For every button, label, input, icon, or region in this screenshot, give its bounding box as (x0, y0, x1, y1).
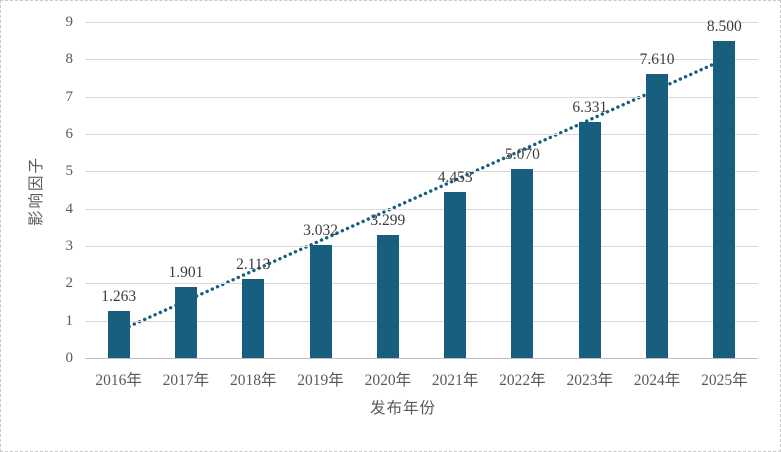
x-tick-label: 2025年 (701, 372, 748, 389)
y-tick-label: 4 (65, 200, 74, 217)
bar (107, 310, 130, 358)
gridline (85, 283, 758, 285)
gridline (85, 22, 758, 23)
bar-value-label: 8.500 (706, 17, 742, 35)
bar (578, 121, 601, 358)
x-tick-label: 2023年 (566, 372, 613, 389)
bar-value-label: 3.032 (303, 221, 338, 239)
y-tick-label: 0 (65, 350, 74, 366)
x-axis-title: 发布年份 (369, 400, 436, 417)
bar (713, 40, 736, 358)
y-tick-label: 8 (65, 51, 74, 68)
bar (444, 191, 467, 358)
y-tick-label: 3 (65, 238, 74, 254)
bar (309, 244, 332, 358)
x-axis-line (85, 358, 758, 359)
bar (511, 168, 534, 358)
bar-value-label: 6.331 (572, 98, 608, 116)
gridline (85, 96, 758, 98)
x-tick-label: 2021年 (431, 372, 479, 389)
y-tick-label: 6 (65, 126, 74, 142)
x-tick-label: 2024年 (633, 372, 681, 389)
bar-value-label: 2.113 (236, 256, 271, 274)
bar (174, 287, 197, 358)
bar (242, 279, 265, 358)
bar-value-label: 4.453 (437, 168, 473, 186)
bar-value-label: 7.610 (639, 50, 675, 68)
y-axis-title: 影响因子 (28, 156, 45, 227)
gridline (85, 171, 758, 173)
y-tick-label: 7 (65, 88, 74, 105)
x-tick-label: 2020年 (364, 372, 412, 389)
gridline (85, 59, 758, 61)
bar (646, 73, 669, 358)
y-tick-label: 5 (65, 163, 74, 180)
bar-value-label: 5.070 (505, 145, 540, 163)
y-tick-label: 2 (65, 275, 74, 292)
gridline (85, 246, 758, 247)
gridline (85, 208, 758, 210)
x-tick-label: 2017年 (162, 372, 210, 389)
bar-value-label: 3.299 (370, 211, 406, 229)
bar-value-label: 1.901 (168, 264, 204, 282)
x-tick-label: 2018年 (229, 372, 277, 389)
bar-value-label: 1.263 (101, 287, 137, 305)
gridline (85, 320, 758, 322)
x-tick-label: 2022年 (499, 372, 546, 389)
x-tick-label: 2016年 (95, 372, 142, 389)
bar (376, 234, 399, 358)
gridline (85, 134, 758, 135)
y-tick-label: 9 (65, 14, 74, 30)
x-tick-label: 2019年 (297, 372, 344, 389)
y-tick-label: 1 (65, 312, 74, 329)
